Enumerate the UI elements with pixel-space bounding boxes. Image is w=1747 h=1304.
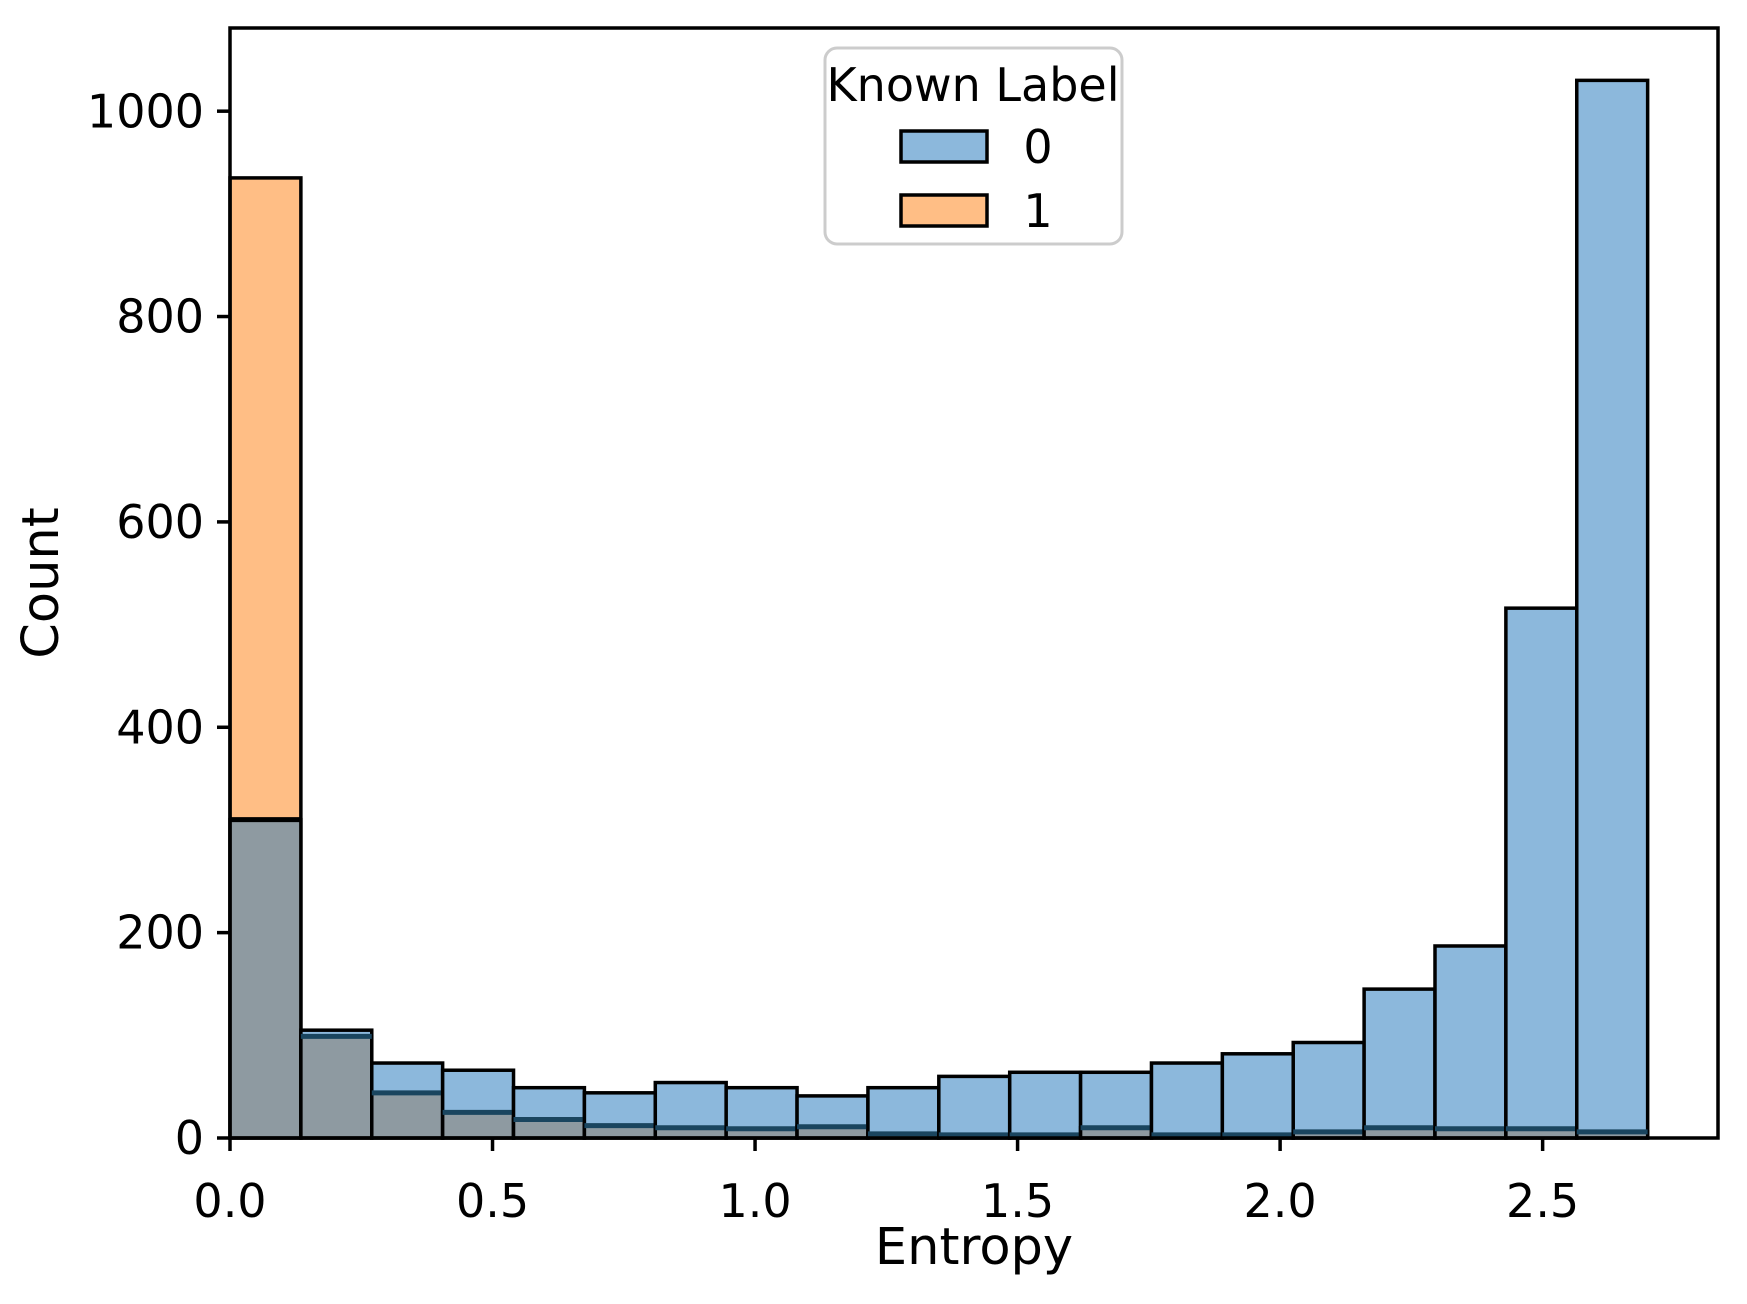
histogram-bar-overlap: [228, 817, 303, 1140]
histogram-bar-overlap: [511, 1117, 587, 1140]
y-axis-ticks: 0 200 400 600 800 1000: [87, 84, 230, 1165]
histogram-bar: [1504, 606, 1579, 1140]
y-tick-label: 400: [116, 700, 204, 754]
histogram-bar: [1291, 1040, 1366, 1140]
x-tick-label: 0.5: [456, 1174, 529, 1228]
legend-label-0: 0: [1023, 120, 1052, 174]
y-tick-label: 0: [175, 1111, 204, 1165]
histogram-bar-overlap: [370, 1091, 445, 1140]
histogram-bar: [1362, 987, 1437, 1140]
legend-swatch-0: [899, 129, 989, 164]
y-tick-label: 600: [116, 495, 204, 549]
legend-swatch-1: [899, 193, 989, 228]
histogram-bar: [1433, 944, 1508, 1140]
x-axis-ticks: 0.0 0.5 1.0 1.5 2.0 2.5: [193, 1138, 1579, 1228]
y-axis-label: Count: [12, 507, 71, 658]
histogram-bar: [866, 1085, 941, 1140]
x-tick-label: 1.0: [718, 1174, 791, 1228]
x-axis-label: Entropy: [875, 1218, 1073, 1277]
x-tick-label: 1.5: [981, 1174, 1054, 1228]
x-tick-label: 0.0: [193, 1174, 266, 1228]
legend: Known Label 0 1: [823, 46, 1124, 246]
histogram-bar-overlap: [440, 1110, 516, 1140]
legend-title: Known Label: [827, 58, 1120, 112]
x-tick-label: 2.0: [1244, 1174, 1317, 1228]
histogram-bar: [1575, 78, 1650, 1140]
y-tick-label: 800: [116, 290, 204, 344]
legend-label-1: 1: [1023, 184, 1052, 238]
histogram-bar: [937, 1074, 1012, 1140]
y-tick-label: 1000: [87, 84, 204, 138]
histogram-bar: [1149, 1061, 1225, 1140]
plot-frame: [228, 26, 1720, 1140]
histogram-bar-overlap: [299, 1034, 374, 1140]
bars-layer: [228, 78, 1650, 1140]
y-tick-label: 200: [116, 906, 204, 960]
histogram-bar: [1007, 1070, 1083, 1140]
x-tick-label: 2.5: [1506, 1174, 1579, 1228]
histogram-bar: [1220, 1052, 1295, 1140]
